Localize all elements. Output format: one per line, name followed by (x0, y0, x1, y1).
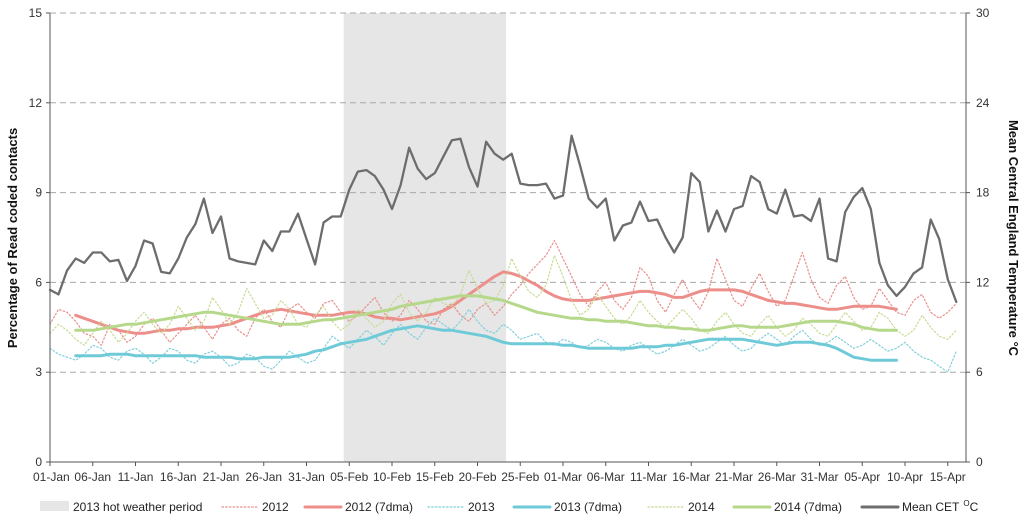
legend-label-text: 2012 (262, 500, 289, 514)
legend-label-text: 2013 (468, 500, 495, 514)
legend-label-text: 2014 (688, 500, 715, 514)
legend-label: Mean CET OC (902, 499, 979, 514)
legend-label-text: 2012 (7dma) (345, 500, 413, 514)
y-tick-label-right: 6 (976, 365, 983, 379)
legend-label-text: 2014 (7dma) (774, 500, 842, 514)
x-tick-label: 01-Jan (33, 470, 70, 484)
x-tick-label: 15-Feb (416, 470, 454, 484)
y-tick-label-left: 0 (35, 455, 42, 469)
legend-label-text: 2013 (7dma) (554, 500, 622, 514)
x-tick-label: 20-Feb (458, 470, 496, 484)
x-tick-label: 16-Mar (672, 470, 710, 484)
y-axis-left-title: Percentage of Read coded contacts (5, 128, 20, 348)
x-tick-label: 21-Mar (715, 470, 753, 484)
x-tick-label: 05-Feb (330, 470, 368, 484)
y-tick-label-left: 15 (29, 6, 43, 20)
legend-label: 2013 (468, 500, 495, 514)
x-tick-label: 31-Jan (288, 470, 325, 484)
x-tick-label: 15-Apr (930, 470, 966, 484)
legend-label: 2012 (7dma) (345, 500, 413, 514)
legend-label: 2014 (7dma) (774, 500, 842, 514)
x-tick-label: 06-Mar (587, 470, 625, 484)
legend-label: 2013 (7dma) (554, 500, 622, 514)
x-tick-label: 25-Feb (501, 470, 539, 484)
series-line-2012 (49, 239, 957, 346)
x-tick-label: 26-Mar (758, 470, 796, 484)
legend-label: 2014 (688, 500, 715, 514)
y-tick-label-left: 3 (35, 365, 42, 379)
x-tick-label: 01-Mar (544, 470, 582, 484)
x-tick-label: 11-Mar (630, 470, 667, 484)
x-tick-label: 10-Feb (373, 470, 411, 484)
y-tick-label-right: 12 (976, 275, 990, 289)
legend-label: 2013 hot weather period (73, 500, 202, 514)
legend-label-degree: O (963, 499, 969, 508)
legend-label-text: Mean CET (902, 500, 960, 514)
series-line-2014-7dma (74, 294, 898, 332)
x-tick-label: 31-Mar (800, 470, 838, 484)
series-line-2013-7dma (74, 324, 898, 362)
y-tick-label-right: 24 (976, 96, 990, 110)
x-tick-label: 10-Apr (887, 470, 923, 484)
y-axis-right-title: Mean Central England Temperature °C (1006, 120, 1021, 357)
legend-label-text: 2013 hot weather period (73, 500, 202, 514)
legend-swatch-box (40, 501, 69, 511)
y-tick-label-right: 0 (976, 455, 983, 469)
x-tick-label: 06-Jan (74, 470, 111, 484)
y-tick-label-right: 18 (976, 186, 990, 200)
x-tick-label: 21-Jan (203, 470, 240, 484)
series-line-mean-cet-c (48, 134, 958, 304)
y-tick-label-left: 9 (35, 186, 42, 200)
series-line-2013 (49, 308, 957, 373)
series-line-2012-7dma (74, 270, 898, 335)
legend-label-unit: C (970, 500, 979, 514)
x-tick-label: 16-Jan (160, 470, 197, 484)
x-tick-label: 11-Jan (118, 470, 154, 484)
x-tick-label: 26-Jan (245, 470, 282, 484)
shaded-hot-weather-period (343, 13, 507, 462)
y-tick-label-left: 6 (35, 275, 42, 289)
y-tick-label-left: 12 (29, 96, 43, 110)
x-tick-label: 05-Apr (844, 470, 880, 484)
legend-label: 2012 (262, 500, 289, 514)
y-tick-label-right: 30 (976, 6, 990, 20)
series-line-2014 (49, 254, 957, 346)
